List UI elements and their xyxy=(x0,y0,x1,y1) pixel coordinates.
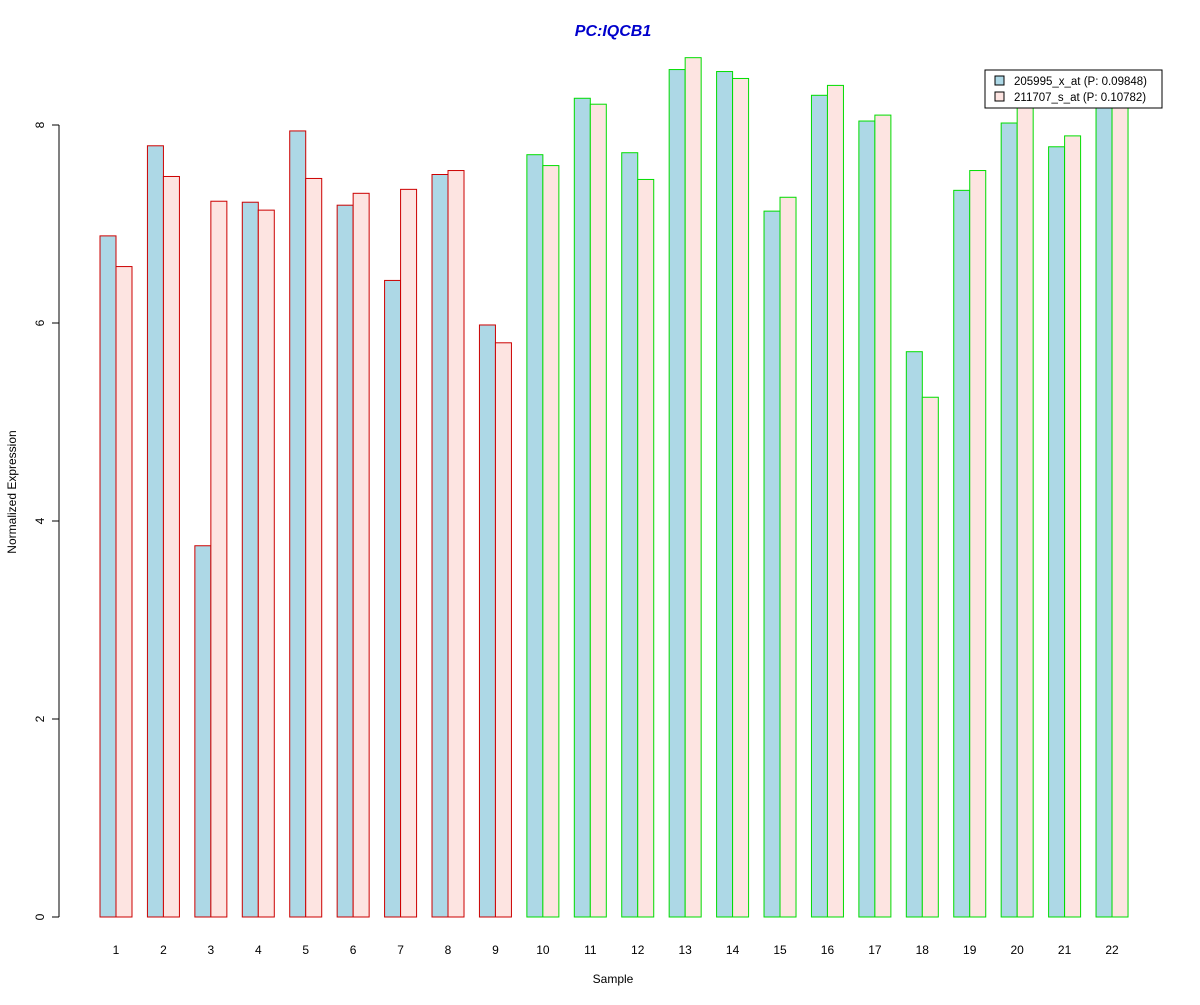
y-tick-label: 8 xyxy=(33,121,47,128)
x-tick-label: 14 xyxy=(726,943,740,957)
bar-sample-11-series-2 xyxy=(589,103,607,918)
bar-sample-6-series-1 xyxy=(336,204,354,918)
y-tick-label: 0 xyxy=(33,913,47,920)
bar-sample-19-series-2 xyxy=(969,170,987,918)
x-tick-label: 16 xyxy=(821,943,835,957)
x-tick-label: 15 xyxy=(773,943,787,957)
bar-sample-18-series-2 xyxy=(921,396,939,918)
legend-swatch-series-1 xyxy=(994,75,1005,86)
bar-sample-4-series-2 xyxy=(257,209,275,918)
legend-label-series-2: 211707_s_at (P: 0.10782) xyxy=(1014,92,1146,104)
x-tick-label: 17 xyxy=(868,943,882,957)
bar-sample-17-series-1 xyxy=(858,120,876,918)
bar-sample-8-series-2 xyxy=(447,170,465,918)
x-tick-label: 21 xyxy=(1058,943,1072,957)
y-tick-label: 2 xyxy=(33,715,47,722)
x-tick-label: 5 xyxy=(302,943,309,957)
bars-layer xyxy=(99,57,1129,918)
bar-sample-9-series-2 xyxy=(494,342,512,918)
bar-sample-13-series-1 xyxy=(668,69,686,918)
bar-sample-6-series-2 xyxy=(352,192,370,918)
legend: 205995_x_at (P: 0.09848) 211707_s_at (P:… xyxy=(984,69,1163,109)
x-tick-label: 22 xyxy=(1105,943,1119,957)
bar-sample-16-series-1 xyxy=(810,94,828,918)
x-tick-label: 3 xyxy=(208,943,215,957)
bar-sample-20-series-1 xyxy=(1000,122,1018,918)
bar-sample-12-series-2 xyxy=(637,178,655,918)
x-tick-label: 4 xyxy=(255,943,262,957)
bar-sample-7-series-2 xyxy=(400,188,418,918)
bar-sample-9-series-1 xyxy=(478,324,496,918)
bar-sample-2-series-1 xyxy=(146,145,164,918)
legend-box xyxy=(984,69,1163,109)
bar-sample-14-series-1 xyxy=(716,71,734,918)
bar-sample-16-series-2 xyxy=(826,84,844,918)
bar-sample-22-series-1 xyxy=(1095,94,1113,918)
bar-sample-17-series-2 xyxy=(874,114,892,918)
y-tick-label: 6 xyxy=(33,319,47,326)
x-tick-label: 10 xyxy=(536,943,550,957)
x-tick-label: 12 xyxy=(631,943,645,957)
bar-sample-14-series-2 xyxy=(732,77,750,918)
x-ticks: 1 2 3 4 5 6 7 8 9 10 11 12 13 14 15 16 17 18 19 20 21 22 xyxy=(113,943,1119,957)
bar-sample-15-series-2 xyxy=(779,196,797,918)
bar-sample-15-series-1 xyxy=(763,210,781,918)
bar-sample-22-series-2 xyxy=(1111,94,1129,918)
x-tick-label: 6 xyxy=(350,943,357,957)
bar-sample-10-series-1 xyxy=(526,154,544,918)
bar-sample-11-series-1 xyxy=(573,97,591,918)
x-tick-label: 18 xyxy=(916,943,930,957)
bar-sample-18-series-1 xyxy=(905,351,923,918)
legend-label-series-1: 205995_x_at (P: 0.09848) xyxy=(1014,76,1147,88)
y-axis-label: Normalized Expression xyxy=(5,430,19,553)
bar-sample-8-series-1 xyxy=(431,174,449,918)
x-tick-label: 9 xyxy=(492,943,499,957)
bar-sample-21-series-2 xyxy=(1064,135,1082,918)
bar-sample-3-series-2 xyxy=(210,200,228,918)
chart-title: PC:IQCB1 xyxy=(575,23,652,40)
bar-sample-5-series-1 xyxy=(289,130,307,918)
x-tick-label: 11 xyxy=(584,943,597,957)
y-ticks: 0 2 4 6 8 xyxy=(33,121,59,920)
bar-sample-20-series-2 xyxy=(1016,94,1034,918)
legend-swatch-series-2 xyxy=(994,91,1005,102)
x-tick-label: 20 xyxy=(1010,943,1024,957)
x-tick-label: 1 xyxy=(113,943,120,957)
bar-sample-21-series-1 xyxy=(1048,146,1066,918)
bar-sample-19-series-1 xyxy=(953,189,971,918)
x-tick-label: 19 xyxy=(963,943,977,957)
bar-sample-2-series-2 xyxy=(162,175,180,918)
bar-sample-3-series-1 xyxy=(194,545,212,918)
bar-sample-10-series-2 xyxy=(542,165,560,918)
y-tick-label: 4 xyxy=(33,517,47,524)
bar-sample-1-series-1 xyxy=(99,235,117,918)
bar-sample-7-series-1 xyxy=(384,279,402,918)
bar-sample-5-series-2 xyxy=(305,177,323,918)
x-tick-label: 2 xyxy=(160,943,167,957)
x-axis-label: Sample xyxy=(593,972,634,986)
bar-sample-4-series-1 xyxy=(241,201,259,918)
bar-sample-1-series-2 xyxy=(115,266,133,918)
bar-sample-12-series-1 xyxy=(621,152,639,918)
x-tick-label: 7 xyxy=(397,943,404,957)
x-tick-label: 8 xyxy=(445,943,452,957)
x-tick-label: 13 xyxy=(678,943,692,957)
bar-sample-13-series-2 xyxy=(684,57,702,918)
